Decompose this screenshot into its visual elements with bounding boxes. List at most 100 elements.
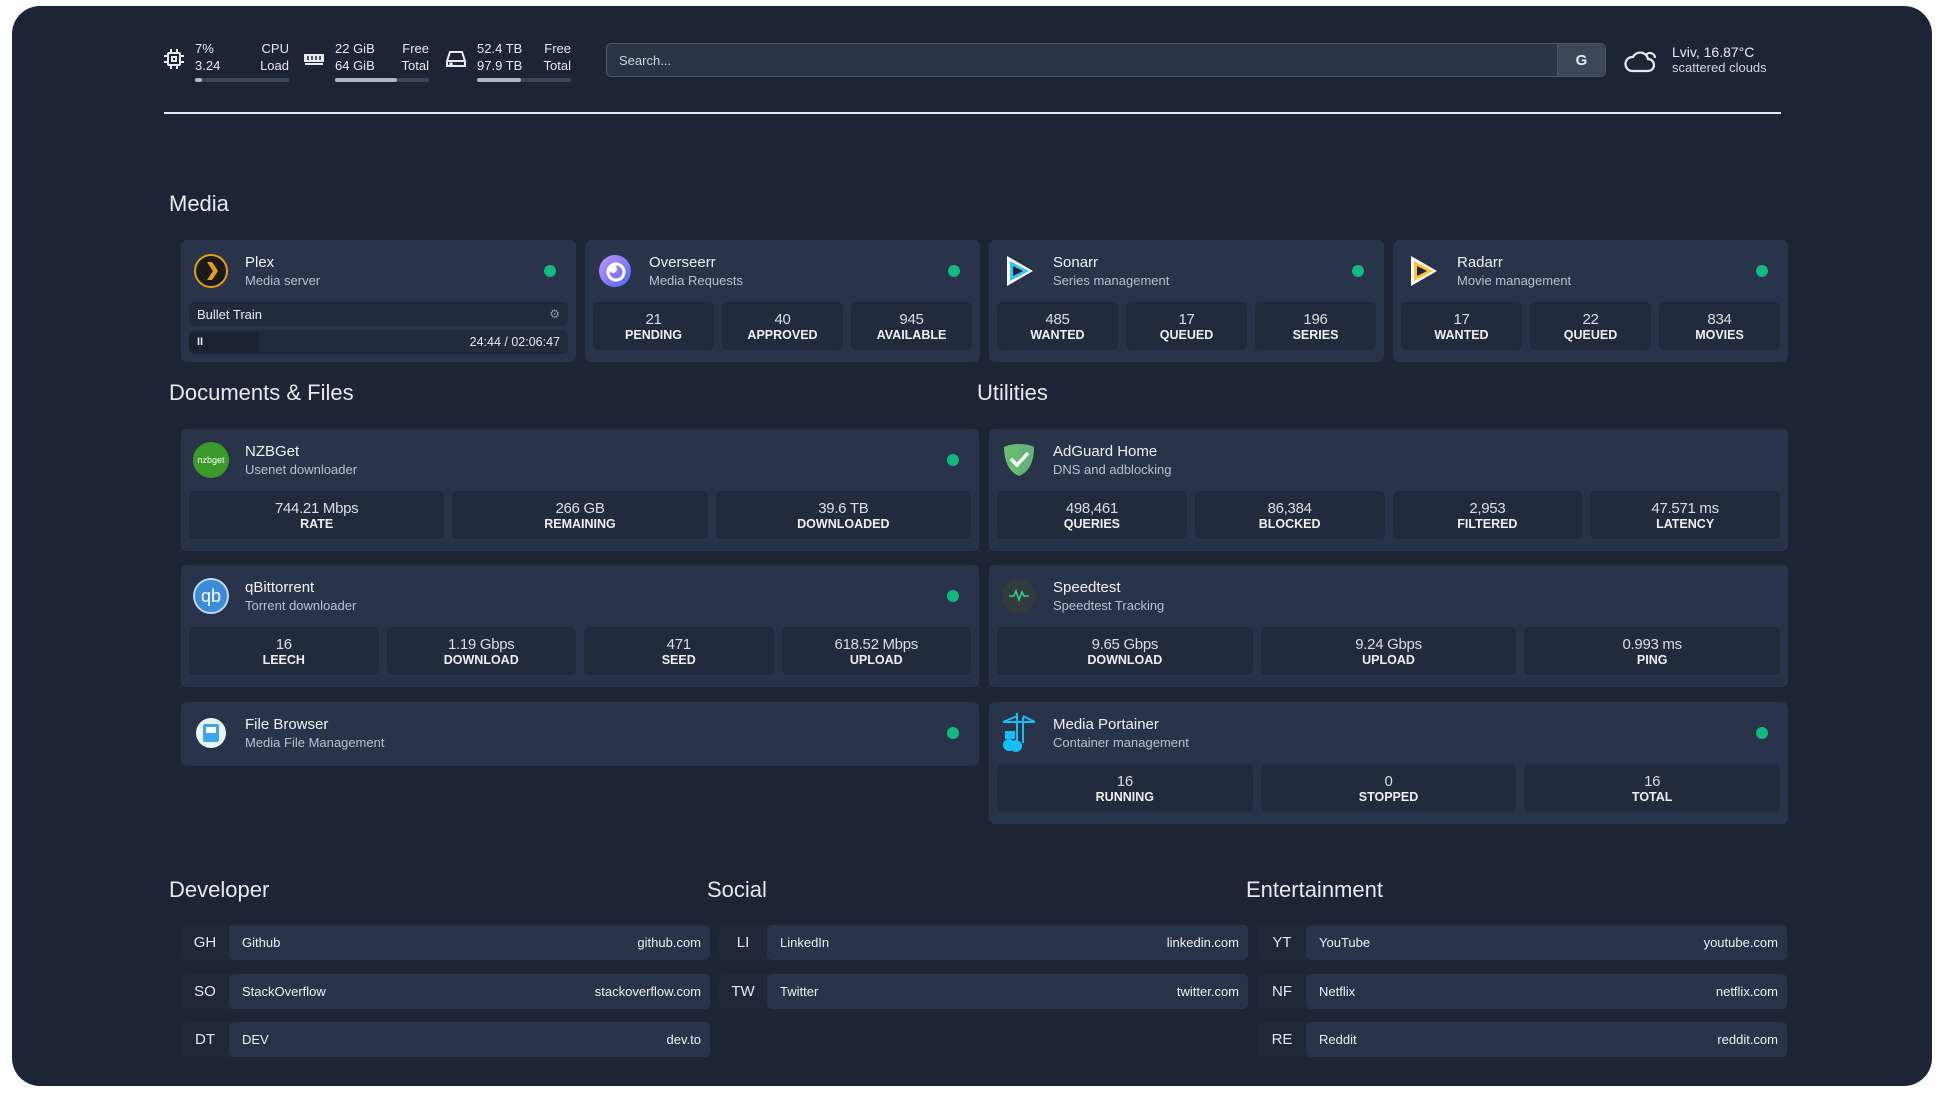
qbittorrent-stat-upload: 618.52 Mbps UPLOAD bbox=[781, 627, 971, 675]
speedtest-card[interactable]: Speedtest Speedtest Tracking 9.65 Gbps DOWN… bbox=[989, 565, 1788, 687]
stat-value: 945 bbox=[899, 310, 924, 328]
bookmark-abbr: SO bbox=[194, 982, 216, 1000]
qbittorrent-name: qBittorrent bbox=[245, 579, 315, 596]
stat-label: DOWNLOADED bbox=[797, 516, 890, 531]
gear-icon[interactable]: ⚙ bbox=[549, 307, 560, 321]
radarr-icon bbox=[1405, 253, 1441, 289]
adguard-stat-blocked: 86,384 BLOCKED bbox=[1194, 491, 1385, 539]
memory-label: Free bbox=[402, 41, 429, 56]
status-indicator bbox=[947, 454, 959, 466]
stat-value: 498,461 bbox=[1065, 499, 1118, 517]
stat-label: QUEUED bbox=[1159, 327, 1214, 342]
bookmark-stackoverflow[interactable]: SO StackOverflow stackoverflow.com bbox=[181, 973, 710, 1009]
stat-label: MOVIES bbox=[1695, 327, 1744, 342]
radarr-stat-movies: 834 MOVIES bbox=[1659, 302, 1780, 350]
bookmark-reddit[interactable]: RE Reddit reddit.com bbox=[1258, 1022, 1787, 1057]
radarr-name: Radarr bbox=[1457, 254, 1503, 271]
qbittorrent-icon: qb bbox=[193, 578, 229, 614]
stat-label: REMAINING bbox=[544, 516, 616, 531]
stat-label: SEED bbox=[661, 652, 696, 667]
bookmark-name: DEV bbox=[242, 1032, 269, 1047]
section-title-media: Media bbox=[169, 191, 229, 216]
radarr-description: Movie management bbox=[1457, 273, 1572, 288]
stat-value: 40 bbox=[774, 310, 791, 328]
radarr-card[interactable]: Radarr Movie management 17 WANTED 22 QUEUED 83… bbox=[1393, 240, 1788, 362]
speedtest-stat-download: 9.65 Gbps DOWNLOAD bbox=[997, 627, 1253, 675]
bookmark-url: youtube.com bbox=[1703, 935, 1778, 950]
radarr-stat-wanted: 17 WANTED bbox=[1401, 302, 1522, 350]
stat-label: WANTED bbox=[1434, 327, 1489, 342]
qbittorrent-card[interactable]: qb qBittorrent Torrent downloader 16 LEECH 1.… bbox=[181, 565, 979, 687]
pause-button[interactable]: II bbox=[189, 332, 259, 352]
stat-value: 0 bbox=[1384, 772, 1393, 790]
weather-widget: Lviv, 16.87°C scattered clouds bbox=[1624, 44, 1767, 75]
stat-value: 0.993 ms bbox=[1622, 635, 1683, 653]
bookmark-url: dev.to bbox=[666, 1032, 701, 1047]
sonarr-stat-queued: 17 QUEUED bbox=[1126, 302, 1247, 350]
stat-value: 471 bbox=[666, 635, 691, 653]
stat-label: FILTERED bbox=[1457, 516, 1518, 531]
adguard-description: DNS and adblocking bbox=[1053, 462, 1172, 477]
adguard-card[interactable]: AdGuard Home DNS and adblocking 498,461 QUE… bbox=[989, 429, 1788, 551]
weather-condition: scattered clouds bbox=[1672, 60, 1767, 75]
bookmark-url: reddit.com bbox=[1717, 1032, 1778, 1047]
bookmark-linkedin[interactable]: LI LinkedIn linkedin.com bbox=[719, 925, 1248, 960]
memory-value: 22 GiB bbox=[335, 41, 375, 56]
overseerr-stat-available: 945 AVAILABLE bbox=[851, 302, 972, 350]
status-indicator bbox=[948, 265, 960, 277]
portainer-card[interactable]: Media Portainer Container management 16 RUN… bbox=[989, 702, 1788, 824]
stat-value: 266 GB bbox=[555, 499, 605, 517]
portainer-icon bbox=[1001, 713, 1037, 752]
stat-label: DOWNLOAD bbox=[443, 652, 519, 667]
status-indicator bbox=[947, 590, 959, 602]
overseerr-icon bbox=[597, 253, 633, 289]
plex-card[interactable]: Plex Media server Bullet Train ⚙ II 24:44 / 0… bbox=[181, 240, 576, 362]
search-engine-button[interactable]: G bbox=[1557, 44, 1605, 76]
bookmark-youtube[interactable]: YT YouTube youtube.com bbox=[1258, 925, 1787, 960]
stat-value: 618.52 Mbps bbox=[834, 635, 919, 653]
stat-value: 22 bbox=[1582, 310, 1599, 328]
stat-value: 834 bbox=[1707, 310, 1732, 328]
search-input[interactable] bbox=[607, 44, 1557, 76]
filebrowser-description: Media File Management bbox=[245, 735, 385, 750]
plex-icon bbox=[193, 253, 229, 289]
bookmark-dev[interactable]: DT DEV dev.to bbox=[181, 1022, 710, 1057]
status-indicator bbox=[1756, 265, 1768, 277]
disk-icon bbox=[445, 48, 467, 70]
cpu-value: 7% bbox=[195, 41, 214, 56]
stat-value: 485 bbox=[1045, 310, 1070, 328]
filebrowser-card[interactable]: File Browser Media File Management bbox=[181, 702, 979, 766]
stat-label: LEECH bbox=[262, 652, 305, 667]
stat-value: 21 bbox=[645, 310, 662, 328]
bookmark-url: linkedin.com bbox=[1166, 935, 1239, 950]
bookmark-twitter[interactable]: TW Twitter twitter.com bbox=[719, 973, 1248, 1009]
bookmark-github[interactable]: GH Github github.com bbox=[181, 925, 710, 960]
bookmark-netflix[interactable]: NF Netflix netflix.com bbox=[1258, 973, 1787, 1009]
memory-value-2: 64 GiB bbox=[335, 58, 375, 73]
stat-value: 47.571 ms bbox=[1651, 499, 1719, 517]
stat-label: UPLOAD bbox=[1362, 652, 1415, 667]
bookmark-name: Github bbox=[242, 935, 281, 950]
portainer-stat-stopped: 0 STOPPED bbox=[1260, 764, 1517, 812]
sonarr-card[interactable]: Sonarr Series management 485 WANTED 17 QUEUED… bbox=[989, 240, 1384, 362]
stat-value: 16 bbox=[1644, 772, 1661, 790]
playback-time: 24:44 / 02:06:47 bbox=[469, 335, 560, 349]
overseerr-card[interactable]: Overseerr Media Requests 21 PENDING 40 APPROV… bbox=[585, 240, 980, 362]
memory-label-2: Total bbox=[401, 58, 429, 73]
bookmark-abbr: GH bbox=[193, 934, 217, 951]
disk-value: 52.4 TB bbox=[477, 41, 523, 56]
stat-value: 16 bbox=[1116, 772, 1133, 790]
sonarr-description: Series management bbox=[1053, 273, 1170, 288]
bookmark-abbr: LI bbox=[736, 934, 750, 951]
bookmark-url: stackoverflow.com bbox=[594, 983, 701, 999]
status-indicator bbox=[1756, 727, 1768, 739]
cpu-value-2: 3.24 bbox=[195, 58, 221, 73]
now-playing: Bullet Train ⚙ bbox=[189, 302, 568, 326]
stat-value: 9.65 Gbps bbox=[1091, 635, 1159, 653]
stat-label: QUERIES bbox=[1063, 516, 1120, 531]
weather-location: Lviv, 16.87°C bbox=[1672, 44, 1755, 60]
cpu-label: CPU bbox=[261, 41, 289, 56]
nzbget-card[interactable]: nzbget NZBGet Usenet downloader 744.21 Mbps… bbox=[181, 429, 979, 551]
portainer-name: Media Portainer bbox=[1053, 716, 1159, 733]
stat-label: DOWNLOAD bbox=[1087, 652, 1163, 667]
